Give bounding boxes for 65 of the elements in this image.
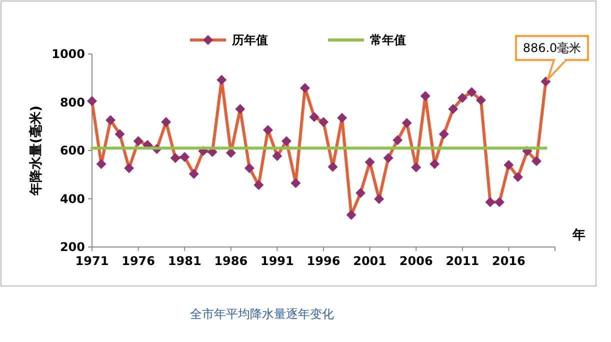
point <box>466 87 477 98</box>
point <box>346 210 356 220</box>
y-tick-label: 600 <box>60 144 85 158</box>
x-tick-label: 1991 <box>260 254 294 268</box>
point <box>420 90 430 101</box>
point <box>290 178 301 188</box>
text: 全市年平均降水量逐年变化 <box>190 307 334 321</box>
point <box>374 194 384 204</box>
y-tick-label: 1000 <box>52 47 85 62</box>
point <box>106 115 116 126</box>
point <box>114 129 125 140</box>
point <box>188 168 199 179</box>
point <box>383 152 394 163</box>
point <box>448 104 458 114</box>
point <box>430 159 440 170</box>
point <box>364 157 375 168</box>
x-tick-label: 1976 <box>122 254 156 268</box>
point <box>235 104 246 114</box>
y-axis-title: 年降水量(毫米) <box>28 106 44 196</box>
point <box>476 95 486 106</box>
point <box>281 136 292 146</box>
x-tick-label: 1981 <box>168 254 202 268</box>
point <box>337 112 348 123</box>
annotation: 886.0毫米 <box>522 41 582 56</box>
legend-label: 常年值 <box>370 33 406 48</box>
point <box>494 197 504 208</box>
point <box>161 117 172 128</box>
point <box>170 152 180 163</box>
legend-label: 历年值 <box>231 33 268 48</box>
point <box>133 136 144 146</box>
x-tick-label: 1986 <box>214 254 248 268</box>
x-tick-label: 1971 <box>75 254 109 268</box>
y-tick-label: 400 <box>60 192 85 206</box>
x-axis-title: 年 <box>572 228 586 243</box>
point <box>180 152 190 162</box>
point <box>244 163 254 174</box>
point <box>356 188 366 198</box>
point <box>262 124 273 135</box>
y-tick-label: 200 <box>60 240 85 254</box>
point <box>328 162 338 172</box>
point <box>318 117 328 128</box>
point <box>254 180 264 190</box>
point <box>485 197 496 208</box>
point <box>402 118 412 128</box>
point <box>438 129 449 140</box>
x-tick-label: 2011 <box>446 254 480 268</box>
point <box>512 172 523 182</box>
point <box>96 159 106 170</box>
x-tick-label: 2001 <box>353 254 387 268</box>
point <box>540 76 551 87</box>
point <box>531 156 542 166</box>
point <box>272 151 282 162</box>
point <box>392 135 403 146</box>
point <box>300 83 310 94</box>
x-tick-label: 2006 <box>399 254 433 268</box>
point <box>309 112 320 122</box>
y-tick-label: 800 <box>60 95 85 110</box>
point <box>411 162 422 172</box>
point <box>457 92 468 103</box>
point <box>124 163 134 174</box>
point <box>216 74 227 85</box>
x-tick-label: 2016 <box>492 254 526 268</box>
point <box>504 160 514 170</box>
point <box>87 96 97 106</box>
x-tick-label: 1996 <box>306 254 340 268</box>
